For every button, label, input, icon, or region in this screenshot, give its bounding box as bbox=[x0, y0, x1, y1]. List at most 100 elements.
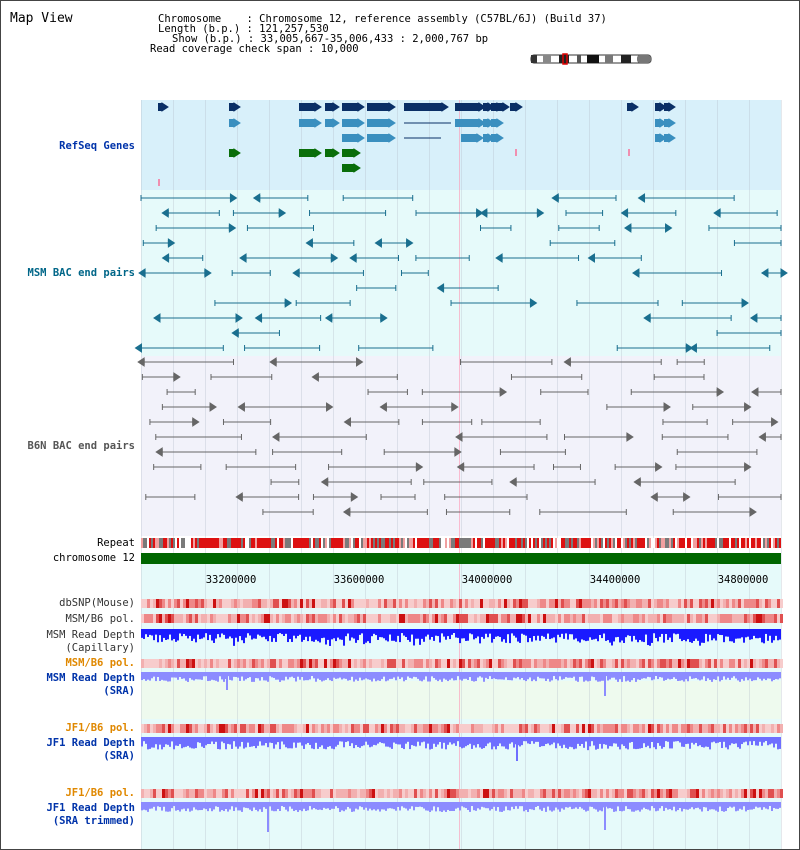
read-depth-bar bbox=[665, 802, 667, 808]
refseq-genes-label[interactable]: RefSeq Genes bbox=[59, 140, 135, 152]
read-depth-bar bbox=[697, 802, 699, 808]
polymorphism-cell bbox=[447, 789, 450, 798]
read-depth-bar bbox=[721, 629, 723, 636]
read-depth-bar bbox=[523, 672, 525, 681]
polymorphism-cell bbox=[198, 789, 201, 798]
polymorphism-cell bbox=[456, 599, 459, 608]
read-depth-bar bbox=[729, 802, 731, 807]
read-depth-bar bbox=[191, 737, 193, 749]
refseq-gene bbox=[342, 134, 358, 142]
polymorphism-cell bbox=[693, 614, 696, 623]
read-depth-bar bbox=[277, 629, 279, 635]
read-depth-bar bbox=[529, 629, 531, 639]
read-depth-bar bbox=[151, 672, 153, 679]
read-depth-bar bbox=[505, 629, 507, 643]
polymorphism-cell bbox=[396, 614, 399, 623]
b6n-bac-pair-arrow bbox=[749, 507, 757, 517]
polymorphism-cell bbox=[255, 599, 258, 608]
polymorphism-cell bbox=[174, 724, 177, 733]
read-depth-bar bbox=[687, 672, 689, 682]
read-depth-bar bbox=[545, 629, 547, 639]
chromosome-ideogram[interactable] bbox=[529, 53, 654, 65]
polymorphism-cell bbox=[408, 659, 411, 668]
repeat-label: Repeat bbox=[97, 537, 135, 549]
read-depth-bar bbox=[469, 672, 471, 678]
refseq-gene-arrow bbox=[476, 133, 484, 143]
read-depth-bar bbox=[361, 672, 363, 681]
repeat-block bbox=[599, 538, 601, 548]
read-depth-bar bbox=[565, 672, 567, 678]
read-depth-bar bbox=[537, 802, 539, 806]
read-depth-bar bbox=[685, 672, 687, 680]
b6n-bac-label[interactable]: B6N BAC end pairs bbox=[27, 440, 135, 452]
read-depth-bar bbox=[409, 737, 411, 750]
read-depth-bar bbox=[181, 737, 183, 749]
polymorphism-cell bbox=[573, 614, 576, 623]
read-depth-bar bbox=[769, 629, 771, 636]
msm-bac-label[interactable]: MSM BAC end pairs bbox=[27, 267, 135, 279]
polymorphism-cell bbox=[663, 789, 666, 798]
repeat-block bbox=[337, 538, 339, 548]
read-depth-bar bbox=[525, 672, 527, 682]
msm-bac-pair-arrow bbox=[551, 193, 559, 203]
grid-line bbox=[333, 100, 334, 849]
read-depth-bar bbox=[165, 672, 167, 681]
read-depth-bar bbox=[313, 629, 315, 642]
polymorphism-cell bbox=[219, 789, 222, 798]
polymorphism-cell bbox=[381, 614, 384, 623]
repeat-block bbox=[335, 538, 337, 548]
read-depth-bar bbox=[743, 672, 745, 681]
read-depth-bar bbox=[359, 802, 361, 807]
read-depth-bar bbox=[319, 629, 321, 643]
read-depth-bar bbox=[359, 629, 361, 635]
polymorphism-cell bbox=[624, 659, 627, 668]
read-depth-bar bbox=[675, 629, 677, 635]
grid-line bbox=[525, 100, 526, 849]
read-depth-bar bbox=[183, 672, 185, 679]
polymorphism-cell bbox=[705, 599, 708, 608]
read-depth-bar bbox=[577, 672, 579, 682]
read-depth-bar bbox=[479, 629, 481, 644]
polymorphism-cell bbox=[549, 599, 552, 608]
polymorphism-cell bbox=[720, 724, 723, 733]
polymorphism-cell bbox=[411, 724, 414, 733]
read-depth-bar bbox=[531, 737, 533, 742]
read-depth-bar bbox=[731, 737, 733, 744]
read-depth-bar bbox=[213, 737, 215, 745]
read-depth-bar bbox=[379, 802, 381, 812]
polymorphism-cell bbox=[606, 599, 609, 608]
read-depth-bar bbox=[593, 672, 595, 678]
repeat-block bbox=[311, 538, 313, 548]
repeat-block bbox=[719, 538, 721, 548]
polymorphism-cell bbox=[549, 789, 552, 798]
read-depth-bar bbox=[577, 737, 579, 744]
polymorphism-cell bbox=[339, 659, 342, 668]
polymorphism-cell bbox=[204, 724, 207, 733]
refseq-gene-arrow bbox=[668, 118, 676, 128]
read-depth-bar bbox=[571, 802, 573, 810]
polymorphism-cell bbox=[150, 659, 153, 668]
refseq-gene-arrow bbox=[668, 133, 676, 143]
read-depth-bar bbox=[211, 802, 213, 812]
polymorphism-cell bbox=[390, 724, 393, 733]
repeat-block bbox=[769, 538, 771, 548]
polymorphism-cell bbox=[723, 599, 726, 608]
read-depth-bar bbox=[549, 802, 551, 811]
read-depth-bar bbox=[751, 802, 753, 810]
repeat-block bbox=[445, 538, 447, 548]
read-depth-bar bbox=[433, 737, 435, 744]
read-depth-bar bbox=[519, 737, 521, 747]
polymorphism-cell bbox=[372, 789, 375, 798]
polymorphism-cell bbox=[141, 659, 144, 668]
polymorphism-cell bbox=[303, 599, 306, 608]
polymorphism-cell bbox=[180, 599, 183, 608]
grid-line bbox=[557, 100, 558, 849]
read-depth-bar bbox=[601, 737, 603, 749]
read-depth-bar bbox=[585, 802, 587, 812]
read-depth-bar bbox=[539, 629, 541, 641]
polymorphism-cell bbox=[285, 724, 288, 733]
read-depth-bar bbox=[283, 802, 285, 807]
polymorphism-cell bbox=[450, 599, 453, 608]
polymorphism-cell bbox=[681, 789, 684, 798]
